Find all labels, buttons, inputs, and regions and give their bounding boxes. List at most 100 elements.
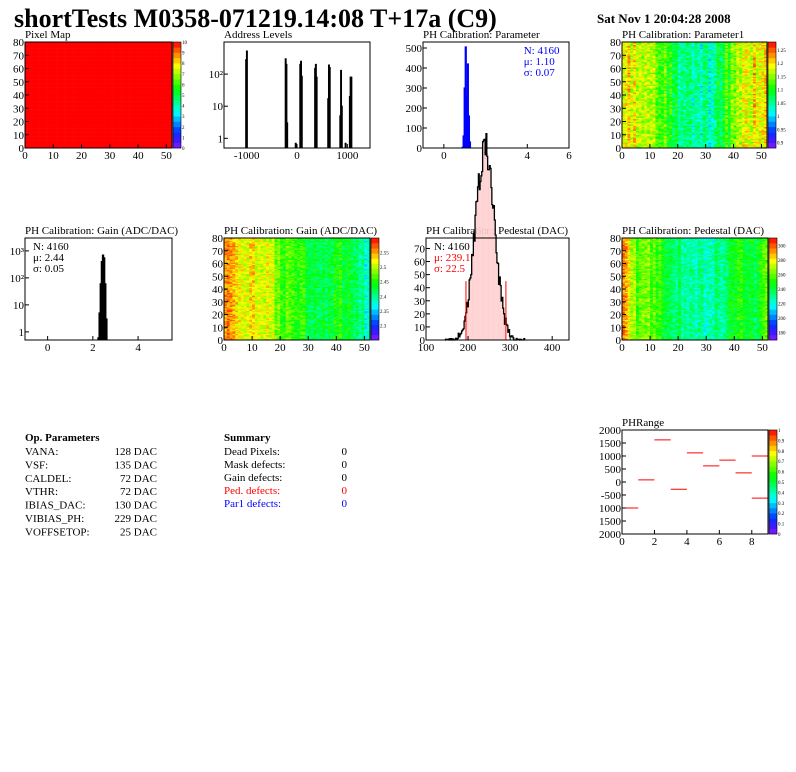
heatmap-cell	[78, 89, 82, 92]
heatmap-cell	[138, 97, 142, 100]
heatmap-cell	[112, 121, 116, 124]
heatmap-cell	[30, 104, 34, 106]
heatmap-cell	[146, 126, 150, 129]
heatmap-cell	[27, 142, 31, 145]
heatmap-cell	[132, 144, 136, 146]
heatmap-cell	[627, 136, 631, 138]
heatmap-cell	[152, 72, 156, 75]
heatmap-cell	[90, 49, 94, 52]
heatmap-cell	[84, 100, 88, 102]
heatmap-cell	[39, 56, 43, 59]
heatmap-cell	[115, 60, 119, 63]
heatmap-cell	[163, 102, 167, 105]
heatmap-cell	[84, 145, 88, 147]
heatmap-cell	[70, 109, 74, 112]
heatmap-cell	[157, 43, 161, 45]
heatmap-cell	[146, 79, 150, 81]
heatmap-cell	[87, 60, 91, 63]
heatmap-cell	[33, 44, 37, 47]
heatmap-cell	[135, 77, 139, 80]
heatmap-cell	[56, 137, 60, 140]
heatmap-cell	[118, 81, 122, 84]
heatmap-cell	[75, 63, 80, 65]
heatmap-cell	[152, 113, 156, 116]
heatmap-cell	[138, 60, 142, 63]
heatmap-cell	[98, 44, 102, 47]
heatmap-cell	[157, 67, 161, 69]
heatmap-cell	[75, 59, 80, 61]
heatmap-cell	[146, 57, 150, 60]
heatmap-cell	[56, 92, 60, 94]
heatmap-cell	[157, 81, 161, 84]
heatmap-cell	[169, 104, 173, 106]
heatmap-cell	[633, 76, 637, 79]
heatmap-cell	[58, 89, 63, 92]
heatmap-cell	[123, 117, 128, 120]
heatmap-cell	[98, 71, 102, 73]
heatmap-cell	[118, 145, 122, 147]
heatmap-cell	[47, 56, 51, 59]
heatmap-cell	[25, 83, 29, 85]
heatmap-cell	[166, 128, 170, 130]
heatmap-cell	[87, 146, 91, 149]
heatmap-cell	[163, 134, 167, 137]
heatmap-cell	[129, 59, 133, 61]
heatmap-cell	[123, 132, 128, 134]
heatmap-cell	[25, 89, 29, 92]
heatmap-cell	[155, 92, 159, 94]
heatmap-cell	[109, 101, 113, 104]
heatmap-cell	[61, 85, 65, 88]
heatmap-cell	[70, 77, 74, 80]
heatmap-cell	[67, 76, 71, 79]
heatmap-cell	[84, 64, 88, 67]
heatmap-cell	[61, 64, 65, 67]
heatmap-cell	[169, 84, 173, 87]
heatmap-cell	[75, 83, 80, 85]
heatmap-cell	[47, 52, 51, 55]
heatmap-cell	[135, 80, 139, 83]
heatmap-cell	[126, 109, 130, 112]
heatmap-cell	[630, 76, 634, 79]
heatmap-cell	[58, 88, 63, 91]
heatmap-cell	[633, 81, 637, 84]
heatmap-cell	[50, 136, 54, 138]
heatmap-cell	[166, 85, 170, 88]
heatmap-cell	[95, 43, 99, 45]
heatmap-cell	[135, 85, 139, 88]
heatmap-cell	[64, 91, 68, 93]
heatmap-cell	[638, 133, 642, 136]
heatmap-cell	[641, 136, 645, 138]
heatmap-cell	[25, 130, 29, 133]
heatmap-cell	[92, 47, 96, 49]
heatmap-cell	[140, 142, 145, 145]
heatmap-cell	[160, 144, 164, 146]
heatmap-cell	[27, 136, 31, 138]
heatmap-cell	[160, 47, 164, 49]
y-tick-label: 300	[406, 83, 423, 95]
heatmap-cell	[126, 56, 130, 59]
heatmap-cell	[53, 101, 57, 104]
heatmap-cell	[81, 49, 85, 52]
heatmap-cell	[95, 49, 99, 52]
heatmap-cell	[118, 128, 122, 130]
heatmap-cell	[140, 140, 145, 142]
heatmap-cell	[92, 49, 96, 52]
heatmap-cell	[106, 91, 111, 93]
heatmap-cell	[630, 98, 634, 101]
heatmap-cell	[58, 75, 63, 77]
heatmap-cell	[106, 84, 111, 87]
heatmap-cell	[27, 85, 31, 88]
heatmap-cell	[624, 61, 628, 64]
heatmap-cell	[109, 117, 113, 120]
heatmap-cell	[135, 130, 139, 133]
heatmap-cell	[143, 120, 147, 122]
heatmap-cell	[138, 79, 142, 81]
heatmap-cell	[98, 69, 102, 72]
heatmap-cell	[41, 68, 46, 71]
heatmap-cell	[58, 133, 63, 136]
heatmap-cell	[109, 52, 113, 55]
heatmap-cell	[81, 63, 85, 65]
heatmap-cell	[101, 59, 105, 61]
heatmap-cell	[25, 133, 29, 136]
